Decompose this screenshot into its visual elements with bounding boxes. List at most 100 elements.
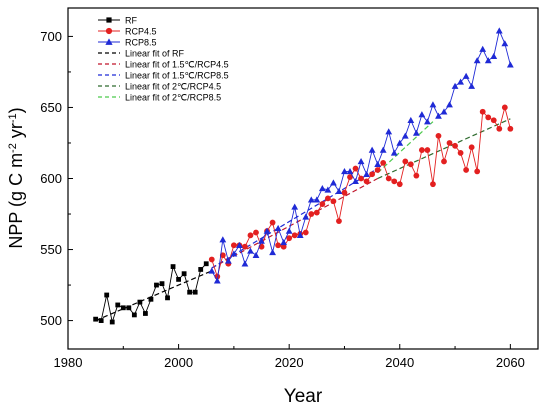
data-point <box>219 236 227 243</box>
data-point <box>380 159 387 166</box>
data-point <box>368 146 376 153</box>
fit-line <box>377 121 434 174</box>
data-point <box>473 57 481 64</box>
data-point <box>291 232 298 239</box>
legend-marker <box>106 17 112 23</box>
y-tick-label: 650 <box>40 100 62 115</box>
data-point <box>396 139 404 146</box>
data-point <box>479 45 487 52</box>
data-point <box>385 175 392 182</box>
data-point <box>236 241 243 248</box>
data-point <box>159 281 165 287</box>
data-point <box>379 146 387 153</box>
data-point <box>165 295 170 301</box>
y-tick-label: 500 <box>40 313 62 328</box>
legend-label: Linear fit of 1.5℃/RCP4.5 <box>125 60 229 70</box>
data-point <box>490 52 498 60</box>
data-point <box>148 296 154 302</box>
data-point <box>452 142 458 149</box>
data-point <box>391 178 398 185</box>
data-point <box>407 161 414 168</box>
data-point <box>451 82 459 89</box>
data-point <box>330 198 337 205</box>
data-point <box>274 224 282 231</box>
data-point <box>435 112 442 119</box>
data-point <box>93 316 99 322</box>
data-point <box>463 167 470 173</box>
series-group <box>93 27 514 325</box>
data-point <box>198 267 204 272</box>
data-point <box>413 172 420 179</box>
data-point <box>313 196 321 203</box>
fit-line <box>211 168 378 269</box>
data-point <box>357 158 365 165</box>
y-axis-ticks: 500 550 600 650 700 <box>40 29 73 328</box>
data-point <box>247 247 254 254</box>
data-point <box>479 108 486 115</box>
y-tick-label: 700 <box>40 29 62 44</box>
data-point <box>324 195 331 202</box>
data-point <box>120 305 126 311</box>
data-point <box>307 196 315 203</box>
data-point <box>407 116 415 123</box>
data-point <box>296 231 304 239</box>
data-point <box>496 125 503 132</box>
data-point <box>242 243 248 250</box>
data-point <box>446 140 453 146</box>
data-point <box>308 211 315 217</box>
data-point <box>131 312 137 318</box>
legend-marker <box>105 38 113 45</box>
x-tick-label: 2020 <box>275 355 304 370</box>
y-axis-label: NPP (g C m-2 yr-1) <box>6 107 26 248</box>
x-axis-label: Year <box>284 386 323 407</box>
legend-label: RCP4.5 <box>125 27 157 37</box>
data-point <box>137 299 143 305</box>
data-point <box>170 264 176 269</box>
data-point <box>324 186 332 193</box>
x-tick-label: 1980 <box>54 355 83 370</box>
data-point <box>390 149 398 156</box>
legend-marker <box>105 27 113 35</box>
data-point <box>402 158 409 165</box>
data-point <box>280 239 288 246</box>
data-point <box>263 227 271 234</box>
data-point <box>104 292 110 298</box>
data-point <box>501 40 509 47</box>
x-tick-label: 2060 <box>496 355 525 370</box>
data-point <box>462 72 470 79</box>
data-point <box>176 276 181 282</box>
data-point <box>374 167 381 173</box>
legend-label: RF <box>125 16 137 26</box>
series-line <box>211 105 511 279</box>
fit-line <box>211 177 378 269</box>
data-point <box>230 242 237 249</box>
data-point <box>352 177 359 185</box>
data-point <box>347 174 353 180</box>
data-point <box>187 289 193 295</box>
data-point <box>385 128 393 135</box>
data-point <box>109 319 115 325</box>
data-point <box>440 108 448 115</box>
data-point <box>253 229 259 236</box>
data-point <box>143 311 148 316</box>
data-point <box>192 289 198 295</box>
y-tick-label: 600 <box>40 171 62 186</box>
data-point <box>258 237 265 244</box>
data-point <box>495 27 503 34</box>
data-point <box>291 203 299 210</box>
data-point <box>154 282 159 288</box>
data-point <box>336 218 342 225</box>
data-point <box>208 267 216 274</box>
data-point <box>490 117 497 124</box>
data-point <box>280 243 287 250</box>
data-point <box>441 158 447 165</box>
data-point <box>247 232 254 239</box>
data-point <box>203 261 209 267</box>
data-point <box>341 189 348 196</box>
data-point <box>241 260 249 267</box>
legend-label: Linear fit of RF <box>125 49 185 59</box>
data-point <box>269 219 276 226</box>
